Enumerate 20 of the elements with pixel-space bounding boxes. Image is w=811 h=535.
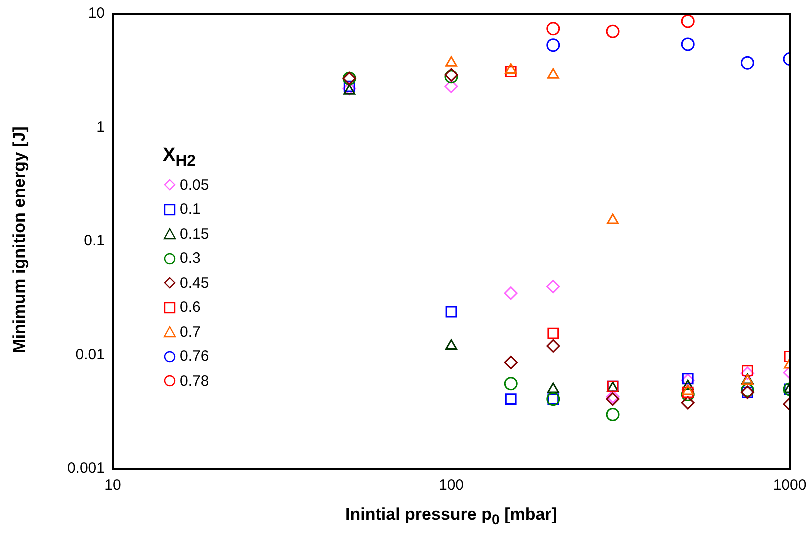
- x-axis-title: Inintial pressure p$_{0}$ [mbar]: [344, 505, 558, 528]
- y-tick-label: 10: [88, 5, 105, 22]
- x-tick-label: 100: [438, 477, 464, 494]
- legend-title: X$_{H2}$: [163, 145, 197, 171]
- legend-label: 0.78: [180, 372, 210, 390]
- x-tick-label: 10: [104, 477, 122, 494]
- legend-label: 0.05: [180, 176, 210, 194]
- legend-label: 0.45: [180, 274, 210, 292]
- y-axis-title: Minimum ignition energy [J]: [10, 126, 30, 356]
- y-tick-label: 0.001: [67, 460, 105, 478]
- legend-label: 0.6: [180, 299, 201, 316]
- x-tick-label: 1000: [773, 477, 807, 494]
- legend-label: 0.1: [180, 201, 201, 218]
- y-tick-label: 0.1: [84, 232, 105, 250]
- legend-label: 0.76: [180, 348, 210, 366]
- y-tick-label: 1: [96, 118, 105, 136]
- legend-label: 0.15: [180, 226, 210, 243]
- legend-label: 0.7: [180, 324, 201, 341]
- legend-label: 0.3: [180, 250, 201, 268]
- y-tick-label: 0.01: [76, 346, 105, 364]
